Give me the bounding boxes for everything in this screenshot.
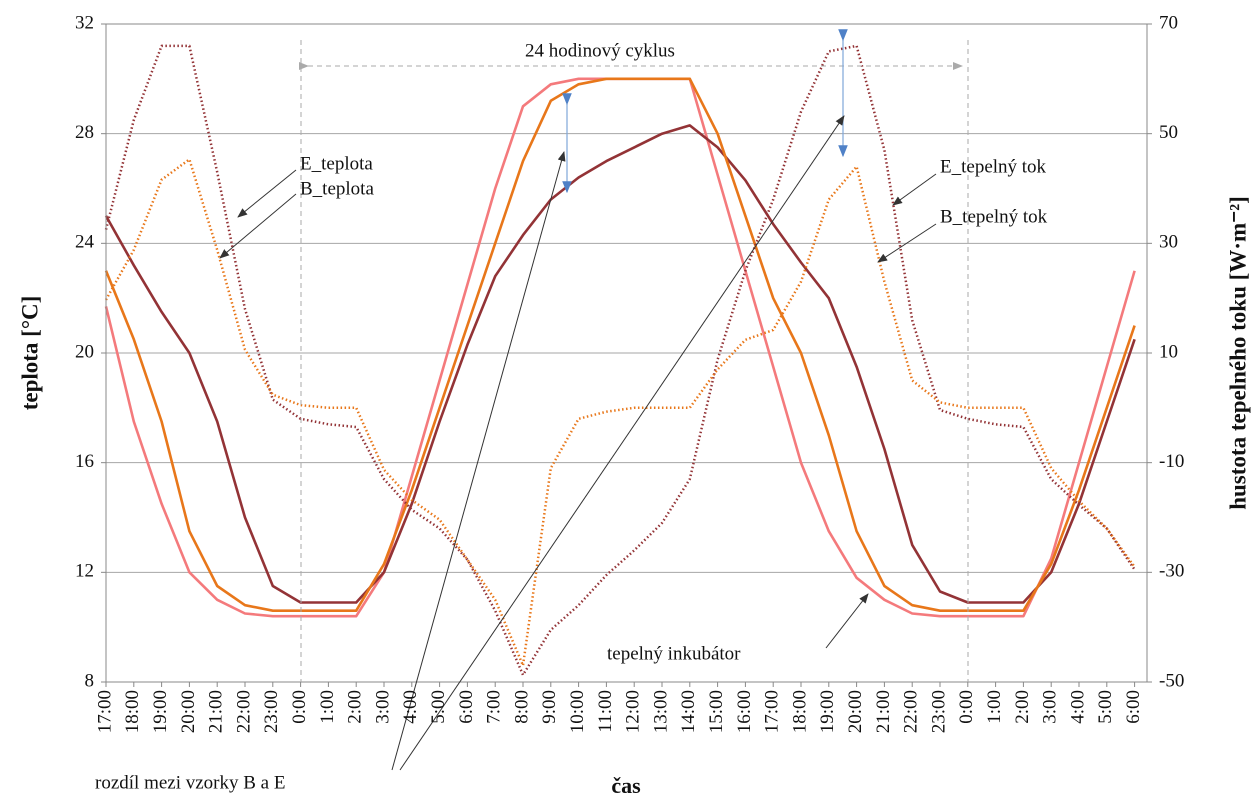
x-axis-title: čas [611,773,641,798]
x-tick-label: 17:00 [94,690,115,733]
x-tick-label: 15:00 [706,690,727,733]
y2-tick-label: -10 [1159,451,1184,472]
x-tick-label: 14:00 [678,690,699,733]
y2-tick-label: 50 [1159,122,1178,143]
annotation: 24 hodinový cyklus [525,40,675,61]
label-arrow [825,593,869,649]
series-line [104,158,1136,667]
x-tick-label: 5:00 [1095,690,1116,724]
x-tick-label: 6:00 [1123,690,1144,724]
lines [104,44,1136,677]
y-tick-label: 32 [75,12,94,33]
x-tick-label: 23:00 [261,690,282,733]
x-tick-label: 3:00 [372,690,393,724]
x-tick-label: 4:00 [1067,690,1088,724]
series-line [104,124,1136,604]
x-tick-label: 19:00 [817,690,838,733]
x-tick-label: 21:00 [206,690,227,733]
x-tick-label: 21:00 [873,690,894,733]
y-tick-label: 12 [75,561,94,582]
x-tick-label: 12:00 [623,690,644,733]
x-tick-label: 9:00 [539,690,560,724]
x-tick-label: 20:00 [178,690,199,733]
x-tick-label: 20:00 [845,690,866,733]
x-tick-label: 17:00 [762,690,783,733]
x-tick-label: 1:00 [984,690,1005,724]
label-arrow [237,169,297,218]
x-tick-label: 19:00 [150,690,171,733]
x-tick-label: 22:00 [901,690,922,733]
series-label: E_teplota [300,153,373,174]
x-tick-label: 18:00 [789,690,810,733]
x-tick-label: 13:00 [650,690,671,733]
x-tick-label: 1:00 [317,690,338,724]
y-tick-label: 16 [75,451,94,472]
x-tick-label: 2:00 [1012,690,1033,724]
series-line [104,77,1136,612]
series-label: B_tepelný tok [940,206,1048,227]
x-tick-label: 18:00 [122,690,143,733]
label-arrow [892,173,937,206]
label-arrow [399,115,845,771]
x-tick-label: 11:00 [595,690,616,733]
x-tick-label: 4:00 [400,690,421,724]
plot-frame [105,23,1148,683]
x-tick-label: 22:00 [233,690,254,733]
annotation: rozdíl mezi vzorky B a E [95,772,285,793]
x-tick-label: 0:00 [289,690,310,724]
x-tick-label: 5:00 [428,690,449,724]
x-tick-label: 7:00 [484,690,505,724]
series-label: E_tepelný tok [940,156,1047,177]
label-arrow [877,223,937,263]
x-tick-label: 23:00 [928,690,949,733]
y2-tick-label: -30 [1159,561,1184,582]
y-tick-label: 28 [75,122,94,143]
y2-tick-label: 10 [1159,341,1178,362]
x-tick-label: 6:00 [456,690,477,724]
y2-tick-label: 70 [1159,12,1178,33]
label-arrow [219,193,297,259]
series-label: tepelný inkubátor [607,643,741,664]
x-tick-label: 2:00 [345,690,366,724]
y2-tick-label: -50 [1159,670,1184,691]
series-label: B_teplota [300,178,374,199]
y-tick-label: 20 [75,341,94,362]
y-axis-title: teplota [°C] [17,296,42,411]
x-tick-label: 3:00 [1040,690,1061,724]
x-tick-label: 0:00 [956,690,977,724]
label-arrow [391,151,566,771]
series-line [104,44,1136,677]
y-tick-label: 8 [85,670,95,691]
x-tick-label: 8:00 [511,690,532,724]
x-tick-label: 16:00 [734,690,755,733]
y2-axis-title: hustota tepelného toku [W·m⁻²] [1225,196,1250,510]
y-tick-label: 24 [75,232,95,253]
y2-tick-label: 30 [1159,232,1178,253]
x-tick-label: 10:00 [567,690,588,733]
